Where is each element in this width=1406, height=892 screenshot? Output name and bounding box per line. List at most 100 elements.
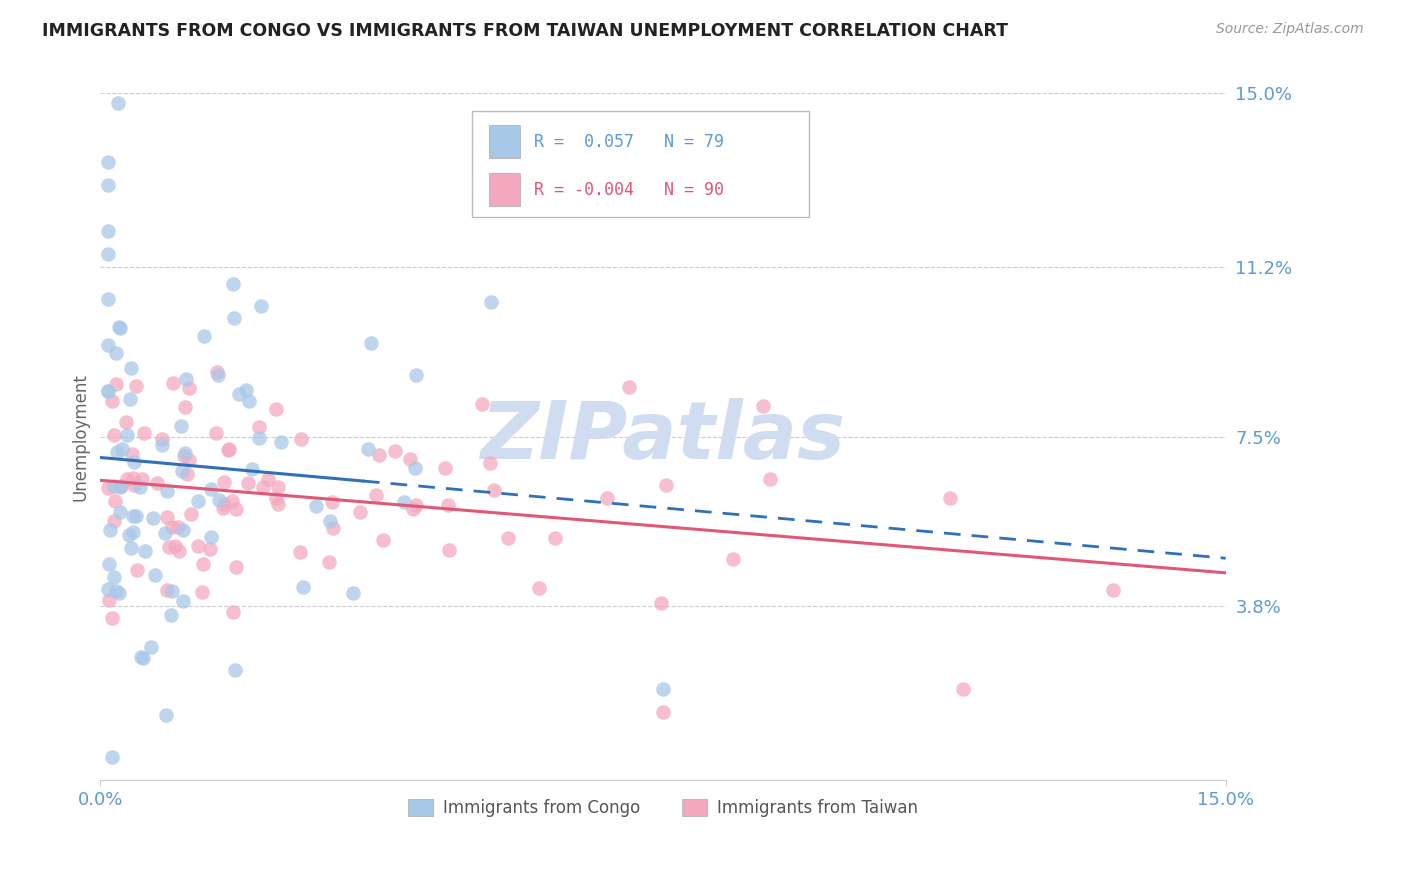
Point [134,544,156,558]
Point [655,478,678,492]
Point [405,368,427,382]
Point [322,520,344,534]
Point [305,499,328,513]
Point [321,495,343,509]
Point [170,418,193,433]
Point [110,321,132,335]
Text: ZIPatlas: ZIPatlas [481,398,845,475]
Point [342,586,364,600]
Point [357,442,380,456]
Point [122,471,145,485]
Point [125,508,148,523]
Point [156,510,179,524]
Point [257,472,280,486]
Point [349,505,371,519]
Point [131,649,153,664]
Point [97,224,120,238]
Point [172,464,194,478]
Point [479,294,502,309]
Point [1102,583,1125,598]
Point [169,544,191,558]
Point [242,462,264,476]
Point [122,455,145,469]
Point [191,585,214,599]
Point [221,494,243,508]
Point [163,539,186,553]
Point [290,433,312,447]
Point [433,460,456,475]
Point [131,651,153,665]
Point [97,178,120,192]
Point [122,478,145,492]
Point [117,428,139,442]
FancyBboxPatch shape [472,111,810,217]
Point [97,593,120,607]
Point [596,491,619,506]
Point [371,533,394,548]
Point [212,500,235,515]
Point [122,525,145,540]
Point [200,483,222,497]
Point [179,381,201,395]
Point [176,467,198,481]
Point [939,491,962,505]
Point [107,320,129,334]
Point [160,520,183,534]
Point [105,444,128,458]
Point [107,95,129,110]
Point [100,394,122,409]
Point [155,582,177,597]
Point [264,401,287,416]
Point [97,481,120,495]
Point [103,514,125,528]
Point [173,400,195,414]
Bar [489,126,520,159]
Point [97,384,120,398]
Point [224,663,246,677]
Point [218,442,240,456]
Point [115,473,138,487]
Point [157,540,180,554]
Text: IMMIGRANTS FROM CONGO VS IMMIGRANTS FROM TAIWAN UNEMPLOYMENT CORRELATION CHART: IMMIGRANTS FROM CONGO VS IMMIGRANTS FROM… [42,22,1008,40]
Point [225,501,247,516]
Point [247,431,270,445]
Point [110,479,132,493]
Point [360,336,382,351]
Point [120,360,142,375]
Point [402,502,425,516]
Point [652,705,675,719]
Point [208,493,231,508]
Point [101,611,124,625]
Point [222,605,245,619]
Point [544,531,567,545]
Point [104,583,127,598]
Point [143,568,166,582]
Point [437,498,460,512]
Point [205,364,228,378]
Point [160,584,183,599]
Point [111,442,134,456]
Point [193,328,215,343]
Point [752,400,775,414]
Point [238,394,260,409]
Text: R =  0.057   N = 79: R = 0.057 N = 79 [534,133,724,151]
Point [162,376,184,390]
Point [290,545,312,559]
Point [156,483,179,498]
Point [110,505,132,519]
Point [118,392,141,406]
Point [172,594,194,608]
Text: R = -0.004   N = 90: R = -0.004 N = 90 [534,181,724,199]
Point [145,476,167,491]
Point [104,346,127,360]
Point [617,380,640,394]
Point [264,491,287,505]
Point [120,541,142,555]
Point [721,552,744,566]
Point [104,494,127,508]
Point [124,379,146,393]
Point [759,472,782,486]
Point [235,383,257,397]
Point [187,493,209,508]
Point [217,442,239,457]
